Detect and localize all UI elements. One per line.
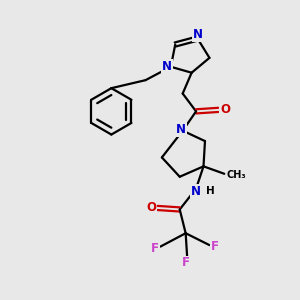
Text: O: O	[146, 202, 156, 214]
Text: F: F	[151, 242, 159, 255]
Text: CH₃: CH₃	[227, 170, 246, 180]
Text: H: H	[206, 186, 215, 196]
Text: F: F	[182, 256, 190, 269]
Text: N: N	[193, 28, 202, 41]
Text: F: F	[211, 240, 219, 253]
Text: O: O	[220, 103, 230, 116]
Text: N: N	[191, 185, 201, 198]
Text: N: N	[162, 60, 172, 73]
Text: N: N	[176, 123, 186, 136]
